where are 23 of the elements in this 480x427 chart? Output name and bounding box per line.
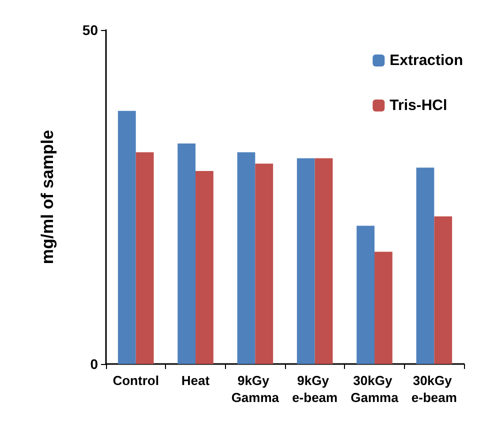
bar xyxy=(356,226,374,364)
bar xyxy=(314,158,333,364)
bar xyxy=(255,164,274,364)
legend-label: Extraction xyxy=(390,52,464,69)
bar xyxy=(296,158,315,364)
x-tick-label: Control xyxy=(112,373,159,388)
y-tick-label: 50 xyxy=(82,22,98,38)
y-axis-title: mg/ml of sample xyxy=(38,130,57,264)
legend-label: Tris-HCl xyxy=(390,97,448,114)
x-tick-label: Heat xyxy=(181,373,210,388)
x-tick-label: 9kGy e-beam xyxy=(292,373,338,405)
x-tick-label: 30kGy Gamma xyxy=(350,373,400,405)
y-tick-label: 0 xyxy=(90,356,98,372)
x-tick-label: 30kGy e-beam xyxy=(411,373,457,405)
bar xyxy=(136,152,154,364)
bar xyxy=(237,152,256,364)
bar xyxy=(196,170,214,364)
bar xyxy=(416,168,434,364)
bar xyxy=(178,144,196,364)
bar xyxy=(374,252,392,364)
bar xyxy=(434,216,452,364)
x-tick-label: 9kGy Gamma xyxy=(231,373,280,405)
bar xyxy=(118,110,136,364)
